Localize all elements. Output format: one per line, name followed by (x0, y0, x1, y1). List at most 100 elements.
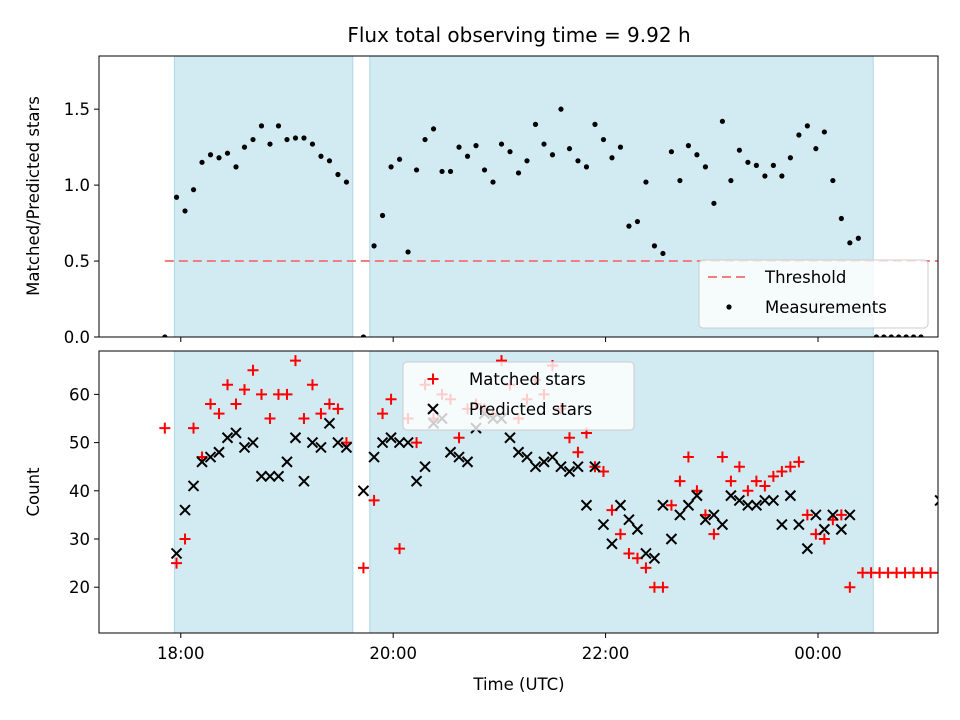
measurement-point (762, 173, 768, 179)
x-tick-label: 00:00 (794, 644, 842, 663)
predicted-star-point (196, 456, 208, 468)
measurement-point (617, 144, 624, 150)
measurement-point (918, 334, 924, 337)
predicted-star-point (461, 456, 474, 468)
measurement-point (626, 223, 632, 229)
y-tick-label: 30 (69, 530, 90, 549)
predicted-star-point (844, 509, 856, 521)
matched-star-point (281, 388, 293, 400)
predicted-star-point (393, 436, 406, 449)
measurement-point (481, 167, 488, 173)
matched-star-point (623, 547, 635, 559)
predicted-star-point (640, 547, 652, 560)
matched-star-point (298, 412, 310, 424)
measurement-point (507, 149, 513, 155)
matched-star-point (835, 509, 847, 521)
measurement-point (360, 334, 367, 337)
predicted-star-point (170, 547, 183, 560)
x-axis-label: Time (UTC) (472, 675, 564, 694)
measurement-point (258, 123, 265, 129)
measurement-point (745, 159, 751, 165)
predicted-star-point (555, 460, 567, 473)
measurement-point (343, 179, 350, 185)
legend: Threshold Measurements (698, 259, 929, 329)
measurement-point (541, 141, 547, 147)
measurement-point (173, 194, 180, 200)
predicted-star-point (742, 499, 754, 511)
measurement-point (379, 212, 386, 219)
predicted-star-point (340, 441, 353, 454)
predicted-star-point (827, 509, 839, 521)
predicted-star-point (934, 494, 938, 507)
plot-area (162, 56, 938, 337)
predicted-star-point (801, 542, 814, 555)
x-tick-label: 18:00 (157, 644, 205, 663)
y-axis-label-ratio: Matched/Predicted stars (24, 96, 43, 296)
predicted-star-point (716, 518, 729, 531)
matched-star-point (394, 543, 406, 555)
measurement-point (600, 136, 607, 143)
matched-star-point (306, 379, 318, 391)
predicted-star-point (187, 480, 200, 492)
measurement-point (335, 171, 341, 178)
predicted-star-point (597, 518, 610, 531)
measurement-point (770, 162, 776, 168)
legend-label: Matched stars (469, 370, 586, 389)
axes-frame (98, 350, 939, 634)
predicted-star-point (521, 451, 533, 463)
predicted-star-point (657, 499, 669, 511)
measurement-point (199, 159, 205, 165)
measurement-point (190, 187, 197, 193)
measurement-point (498, 141, 505, 147)
predicted-star-point (784, 489, 797, 502)
matched-star-point (171, 557, 183, 569)
measurement-point (182, 208, 188, 214)
measurement-point (216, 155, 222, 161)
predicted-star-point (221, 432, 234, 444)
matched-star-point (230, 398, 242, 410)
measurement-point (233, 164, 239, 170)
legend-handle (427, 403, 439, 415)
predicted-star-point (332, 436, 344, 449)
predicted-star-point (529, 460, 542, 473)
predicted-star-point (357, 485, 370, 497)
predicted-star-point (818, 523, 831, 536)
measurement-point (702, 164, 709, 170)
measurement-point (838, 215, 844, 222)
measurement-point (855, 235, 861, 241)
matched-star-point (264, 412, 276, 424)
matched-star-point (750, 475, 762, 487)
matched-star-point (255, 388, 267, 400)
measurement-point (532, 121, 539, 127)
measurement-point (162, 334, 168, 337)
predicted-star-point (623, 514, 635, 526)
measurement-point (896, 334, 902, 337)
predicted-star-point (538, 456, 550, 468)
measurement-point (888, 334, 894, 337)
matched-star-point (179, 533, 191, 545)
measurement-point (207, 152, 214, 158)
legend-handle (427, 373, 439, 385)
predicted-star-point (589, 460, 601, 473)
predicted-star-point (306, 436, 319, 449)
measurement-point (396, 156, 403, 162)
predicted-star-point (699, 514, 712, 526)
matched-star-point (159, 422, 171, 434)
measurement-point (804, 123, 810, 129)
predicted-star-point (580, 499, 593, 511)
predicted-star-point (323, 417, 336, 430)
matched-star-point (742, 485, 754, 497)
matched-star-point (759, 480, 771, 492)
predicted-star-point (204, 451, 217, 463)
matched-star-point (332, 403, 344, 415)
predicted-star-point (810, 509, 822, 521)
y-tick-label: 1.0 (64, 176, 90, 195)
legend-handle (726, 304, 732, 310)
measurement-point (830, 177, 836, 184)
matched-star-point (238, 384, 250, 396)
measurement-point (711, 200, 717, 206)
x-tick-label: 22:00 (582, 644, 630, 663)
predicted-star-point (376, 436, 389, 449)
measurement-point (728, 177, 734, 184)
